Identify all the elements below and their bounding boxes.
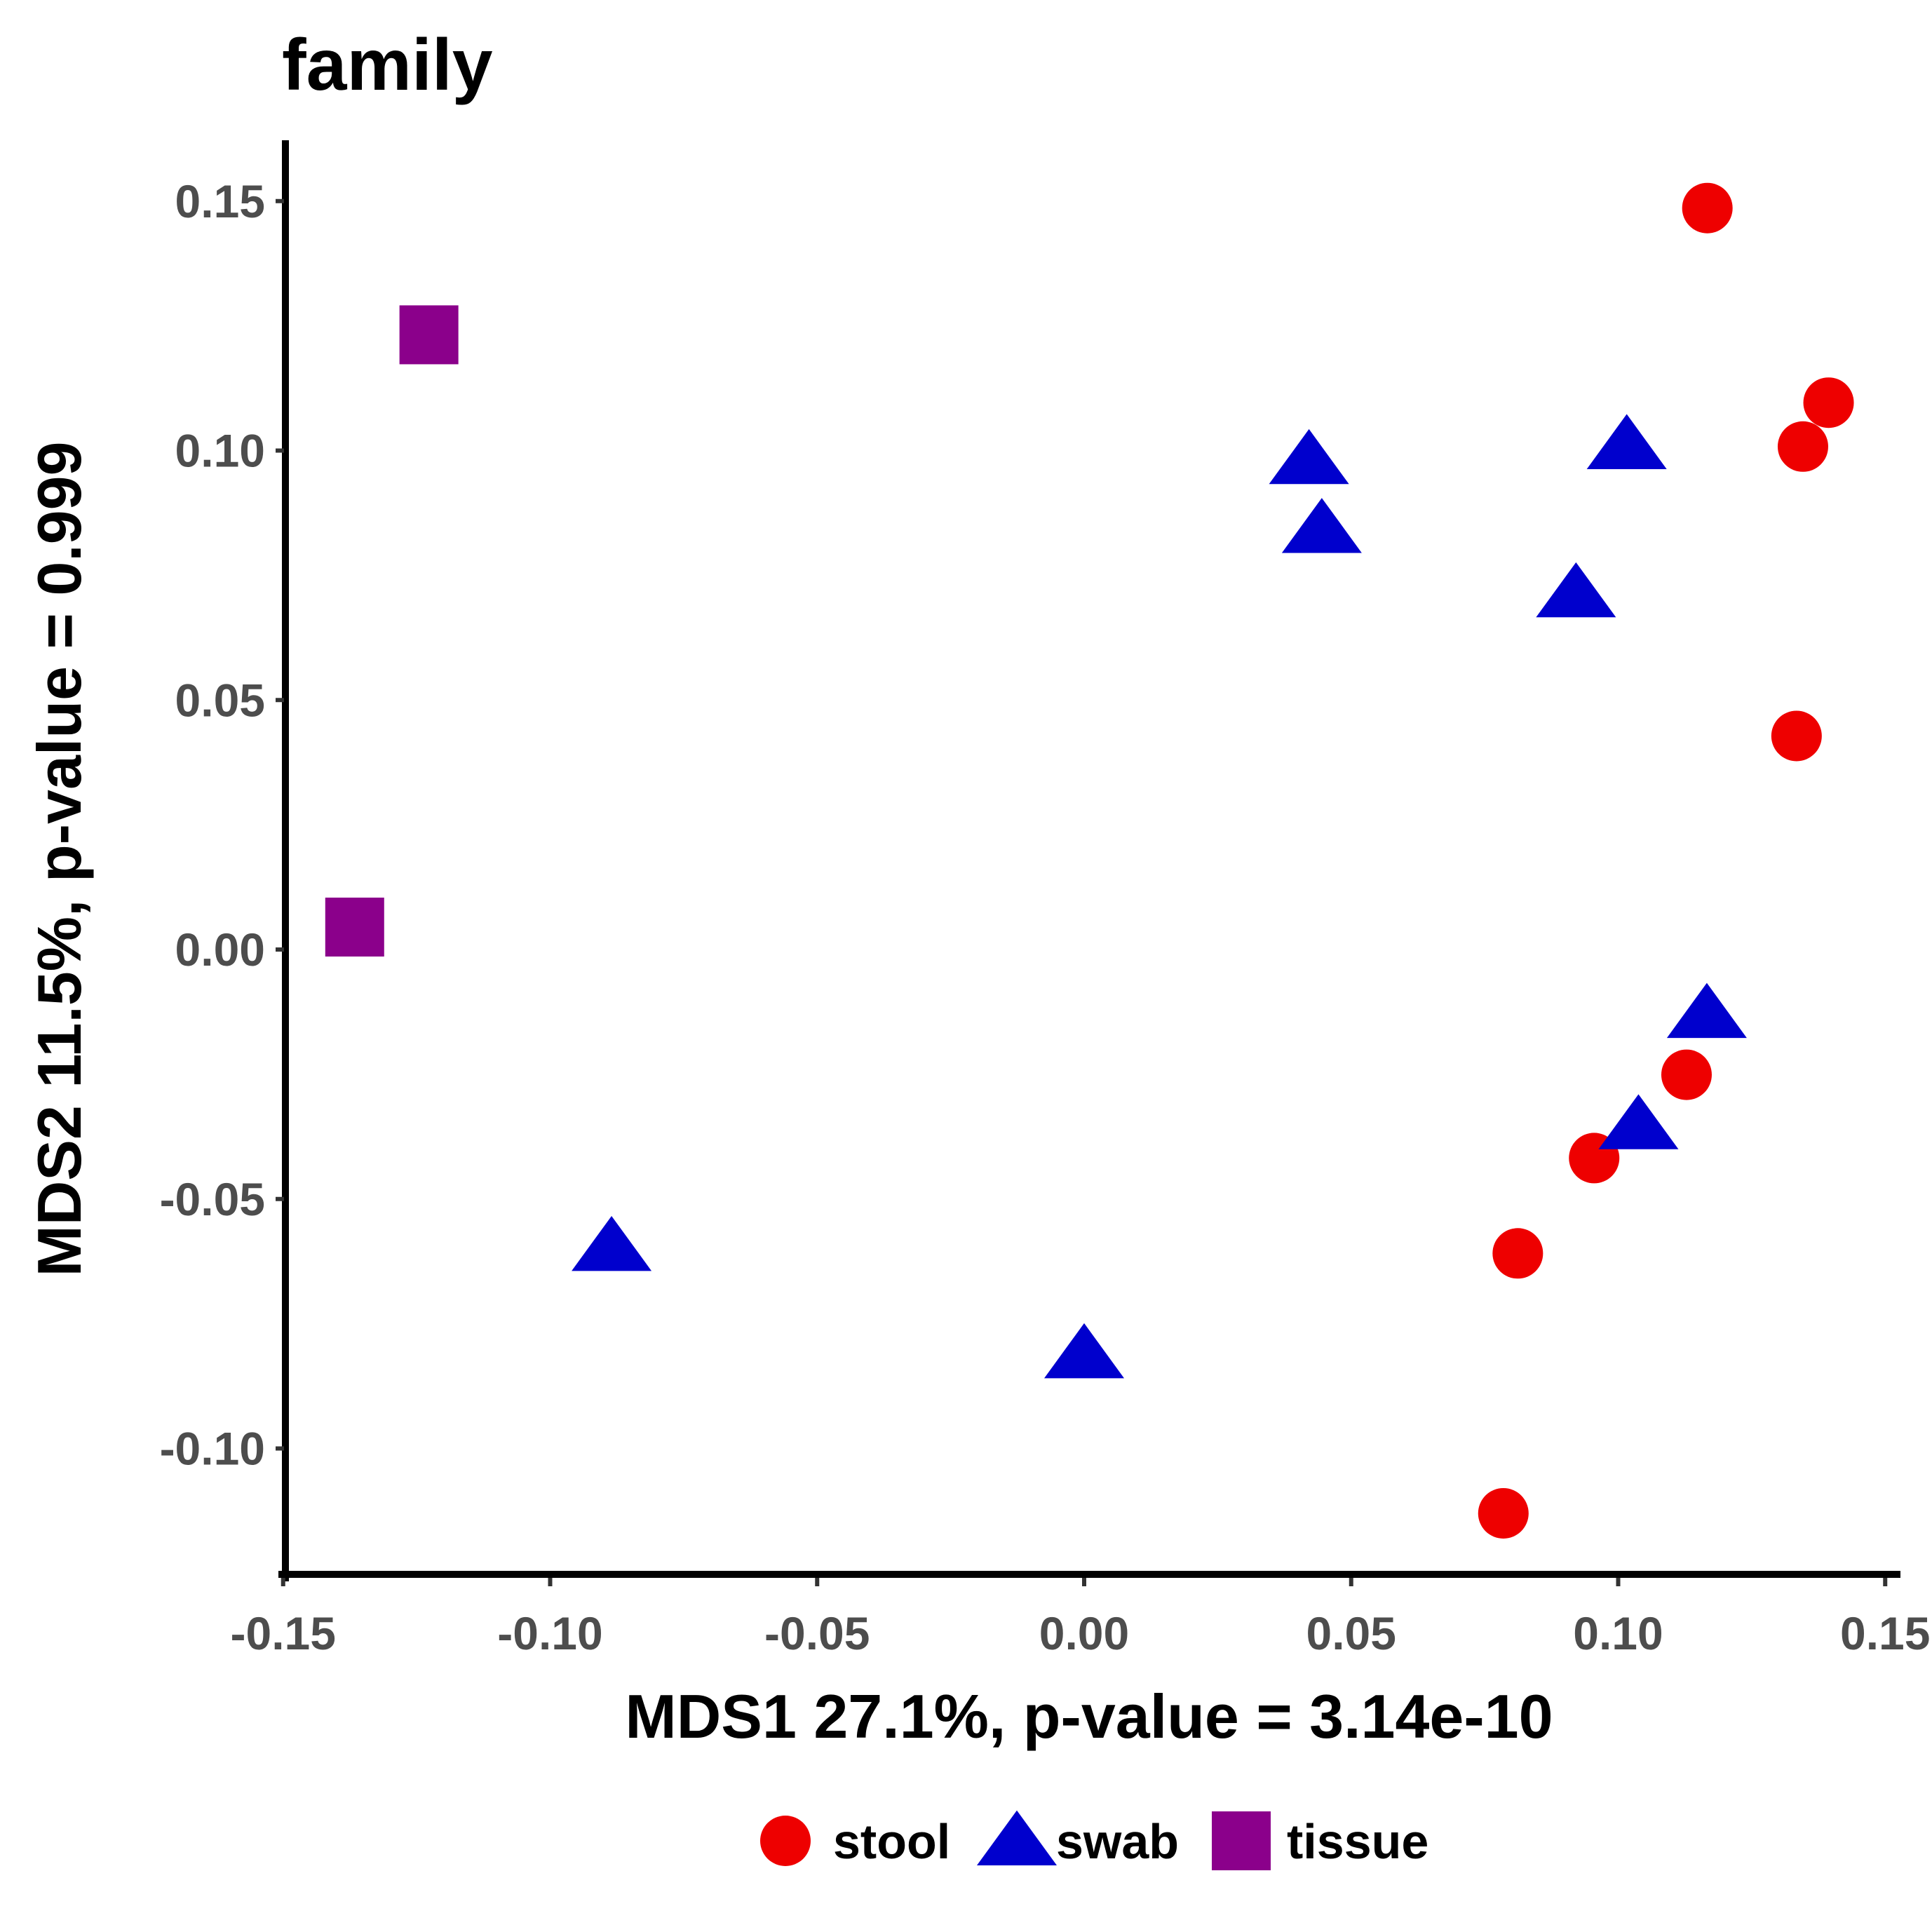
y-tick-label: 0.15 bbox=[175, 175, 265, 227]
y-tick-label: -0.05 bbox=[160, 1173, 265, 1225]
stool-point bbox=[1478, 1487, 1529, 1539]
swab-point bbox=[1536, 562, 1616, 618]
x-tick-label: 0.15 bbox=[1840, 1607, 1930, 1659]
y-axis-ticks: 0.15 0.10 0.05 0.00 -0.05 -0.10 bbox=[160, 175, 284, 1475]
legend-item-swab: swab bbox=[977, 1810, 1179, 1869]
x-tick-label: -0.10 bbox=[497, 1607, 602, 1659]
x-tick-label: 0.00 bbox=[1039, 1607, 1129, 1659]
x-tick-label: -0.15 bbox=[231, 1607, 336, 1659]
swab-point bbox=[1281, 498, 1362, 553]
swab-point bbox=[1269, 428, 1349, 485]
series-swab bbox=[572, 414, 1747, 1379]
swab-point bbox=[572, 1215, 652, 1271]
x-axis-ticks: -0.15 -0.10 -0.05 0.00 0.05 0.10 0.15 bbox=[231, 1578, 1930, 1659]
legend-label: stool bbox=[833, 1814, 950, 1869]
chart-title: family bbox=[282, 25, 493, 106]
legend-label: tissue bbox=[1287, 1814, 1428, 1869]
stool-point bbox=[1777, 421, 1828, 472]
stool-point bbox=[1682, 182, 1733, 234]
legend-key-stool bbox=[760, 1816, 811, 1866]
legend-key-tissue bbox=[1212, 1811, 1271, 1870]
x-tick-label: 0.10 bbox=[1573, 1607, 1663, 1659]
y-tick-label: 0.10 bbox=[175, 425, 265, 477]
x-tick-label: -0.05 bbox=[764, 1607, 870, 1659]
y-axis-title: MDS2 11.5%, p-value = 0.999 bbox=[25, 441, 94, 1276]
swab-point bbox=[1586, 414, 1667, 469]
series-stool bbox=[1478, 182, 1854, 1539]
tissue-point bbox=[399, 305, 459, 365]
x-tick-label: 0.05 bbox=[1306, 1607, 1396, 1659]
x-axis-title: MDS1 27.1%, p-value = 3.14e-10 bbox=[625, 1682, 1553, 1751]
legend-label: swab bbox=[1056, 1814, 1179, 1869]
legend: stool swab tissue bbox=[760, 1810, 1428, 1870]
swab-point bbox=[1598, 1094, 1679, 1149]
stool-point bbox=[1492, 1228, 1543, 1279]
plot-points bbox=[325, 182, 1854, 1539]
y-tick-label: 0.05 bbox=[175, 674, 265, 726]
stool-point bbox=[1771, 710, 1822, 762]
y-tick-label: 0.00 bbox=[175, 924, 265, 975]
stool-point bbox=[1661, 1049, 1712, 1100]
legend-item-tissue: tissue bbox=[1212, 1811, 1428, 1870]
series-tissue bbox=[325, 305, 459, 957]
legend-key-swab bbox=[977, 1810, 1057, 1865]
y-tick-label: -0.10 bbox=[160, 1423, 265, 1475]
tissue-point bbox=[325, 897, 384, 957]
swab-point bbox=[1044, 1323, 1124, 1379]
stool-point bbox=[1803, 377, 1854, 428]
swab-point bbox=[1666, 982, 1747, 1039]
legend-item-stool: stool bbox=[760, 1814, 950, 1869]
